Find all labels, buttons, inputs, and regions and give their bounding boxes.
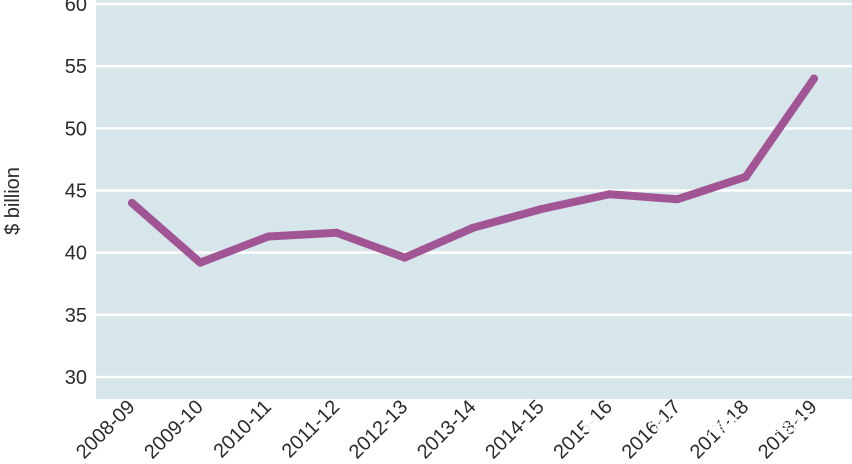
data-point [264,232,273,241]
y-tick-label: 35 [65,305,87,327]
data-point [469,223,477,232]
x-tick-label: 2009-10 [140,396,207,463]
watermark: 澳大利亚瑞德控股集团 [583,413,812,440]
y-tick-label: 50 [65,118,87,140]
y-tick-label: 55 [65,56,87,78]
data-point [537,205,546,214]
plot-area [96,0,852,399]
y-tick-label: 45 [65,181,87,203]
y-tick-label: 30 [65,367,87,389]
x-tick-label: 2012-13 [345,396,412,463]
wechat-icon [583,417,611,440]
data-point [128,198,136,207]
y-axis-ticks: 30 35 40 45 50 55 60 [65,0,87,389]
data-point [605,190,614,199]
x-tick-label: 2013-14 [413,396,480,463]
data-point [332,228,341,237]
y-tick-label: 60 [65,0,87,16]
x-tick-label: 2008-09 [72,396,139,463]
data-point [810,74,818,83]
watermark-text: 澳大利亚瑞德控股集团 [612,413,812,437]
data-point [196,258,205,267]
x-tick-label: 2010-11 [210,396,276,462]
data-point [400,253,409,262]
data-point [673,195,682,204]
y-tick-label: 40 [65,243,87,265]
x-tick-label: 2014-15 [481,396,548,463]
data-point [741,172,750,181]
y-axis-label: $ billion [2,167,24,235]
series-group [128,74,818,267]
x-tick-label: 2011-12 [278,396,344,462]
